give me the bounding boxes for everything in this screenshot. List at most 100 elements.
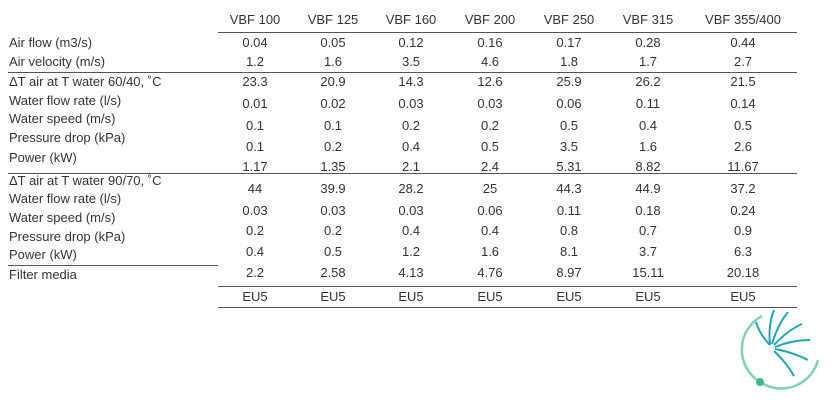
cell: EU5: [556, 289, 582, 304]
cell: 0.03: [320, 203, 346, 218]
cell: 25.9: [556, 74, 582, 89]
row-label: Filter media: [9, 267, 77, 282]
cell: 2.4: [480, 159, 500, 174]
cell: 4.13: [398, 265, 424, 280]
cell: EU5: [320, 289, 346, 304]
cell: 4.76: [477, 265, 503, 280]
cell: 2.7: [733, 54, 753, 69]
cell: 0.5: [733, 118, 753, 133]
cell: 1.8: [559, 54, 579, 69]
cell: 8.1: [559, 244, 579, 259]
column-header: VBF 355/400: [705, 12, 781, 27]
cell: 4.6: [480, 54, 500, 69]
cell: 1.6: [638, 139, 658, 154]
cell: 0.1: [323, 118, 343, 133]
rule: [8, 72, 797, 73]
cell: 0.03: [398, 203, 424, 218]
cell: 0.1: [245, 118, 265, 133]
rule: [218, 32, 797, 33]
cell: EU5: [398, 289, 424, 304]
cell: 0.03: [242, 203, 268, 218]
cell: 2.2: [245, 265, 265, 280]
cell: 39.9: [320, 181, 346, 196]
cell: 21.5: [730, 74, 756, 89]
column-header: VBF 250: [543, 12, 595, 27]
column-header: VBF 125: [307, 12, 359, 27]
cell: 0.28: [635, 35, 661, 50]
cell: EU5: [242, 289, 268, 304]
cell: 1.2: [401, 244, 421, 259]
column-header: VBF 200: [464, 12, 516, 27]
row-label: Power (kW): [9, 150, 77, 165]
cell: 8.97: [556, 265, 582, 280]
cell: 0.5: [559, 118, 579, 133]
rule: [218, 307, 797, 308]
cell: 0.5: [323, 244, 343, 259]
cell: 1.35: [320, 159, 346, 174]
cell: 3.5: [559, 139, 579, 154]
cell: EU5: [730, 289, 756, 304]
cell: 1.17: [242, 159, 268, 174]
cell: 1.6: [480, 244, 500, 259]
row-label: ΔT air at T water 90/70, ˚C: [9, 173, 162, 188]
cell: 20.18: [726, 265, 760, 280]
cell: 0.4: [401, 223, 421, 238]
row-label: Pressure drop (kPa): [9, 229, 126, 244]
cell: 0.2: [401, 118, 421, 133]
cell: 2.6: [733, 139, 753, 154]
cell: 44: [247, 181, 263, 196]
cell: 0.2: [323, 139, 343, 154]
rule: [8, 265, 218, 266]
cell: 0.06: [477, 203, 503, 218]
row-label: Air velocity (m/s): [9, 54, 106, 69]
cell: 0.4: [638, 118, 658, 133]
cell: 0.11: [556, 203, 582, 218]
cell: 0.14: [730, 96, 756, 111]
cell: 0.12: [398, 35, 424, 50]
rule: [8, 173, 797, 174]
cell: 1.6: [323, 54, 343, 69]
cell: 2.58: [320, 265, 346, 280]
cell: 8.82: [635, 159, 661, 174]
cell: 0.16: [477, 35, 503, 50]
cell: 0.2: [323, 223, 343, 238]
cell: 12.6: [477, 74, 503, 89]
cell: 0.8: [559, 223, 579, 238]
cell: 0.1: [245, 139, 265, 154]
column-header: VBF 100: [229, 12, 281, 27]
cell: 11.67: [727, 159, 759, 174]
cell: 3.7: [638, 244, 658, 259]
cell: 0.03: [398, 96, 424, 111]
cell: 0.01: [242, 96, 268, 111]
cell: 0.4: [480, 223, 500, 238]
row-label: Power (kW): [9, 247, 77, 262]
cell: 0.5: [480, 139, 500, 154]
column-header: VBF 160: [385, 12, 437, 27]
cell: 15.11: [632, 265, 664, 280]
cell: 0.04: [242, 35, 268, 50]
cell: 26.2: [635, 74, 661, 89]
rule: [218, 286, 797, 287]
cell: 44.9: [635, 181, 661, 196]
cell: 44.3: [556, 181, 582, 196]
cell: 1.7: [638, 54, 658, 69]
cell: 3.5: [401, 54, 421, 69]
logo: [740, 309, 820, 390]
cell: 23.3: [242, 74, 268, 89]
cell: 25: [482, 181, 498, 196]
cell: 0.2: [480, 118, 500, 133]
cell: 0.05: [320, 35, 346, 50]
column-header: VBF 315: [622, 12, 674, 27]
cell: EU5: [477, 289, 503, 304]
cell: 2.1: [401, 159, 421, 174]
cell: 0.24: [730, 203, 756, 218]
cell: EU5: [635, 289, 661, 304]
cell: 28.2: [398, 181, 424, 196]
cell: 0.02: [320, 96, 346, 111]
cell: 1.2: [245, 54, 265, 69]
cell: 20.9: [320, 74, 346, 89]
cell: 14.3: [398, 74, 424, 89]
row-label: Air flow (m3/s): [9, 35, 93, 50]
cell: 0.17: [556, 35, 582, 50]
